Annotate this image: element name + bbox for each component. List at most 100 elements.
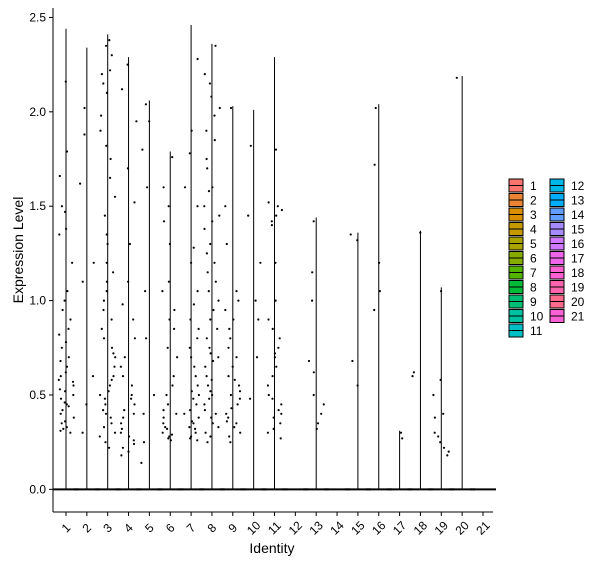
x-tick-label: 1 (59, 520, 74, 535)
legend-label: 17 (571, 252, 585, 266)
data-point (227, 375, 230, 378)
data-point (271, 375, 274, 378)
data-point (280, 412, 283, 415)
data-point (109, 69, 112, 72)
legend-label: 18 (571, 266, 585, 280)
legend-label: 6 (530, 252, 537, 266)
data-point (105, 280, 108, 283)
data-point (105, 261, 108, 264)
data-point (225, 420, 228, 423)
data-point (228, 435, 231, 438)
data-point (204, 365, 207, 368)
data-point (196, 205, 199, 208)
data-point (315, 427, 318, 430)
x-tick-label: 6 (163, 520, 178, 535)
legend-label: 14 (571, 208, 585, 222)
data-point (206, 167, 209, 170)
data-point (162, 186, 165, 189)
data-point (442, 446, 446, 449)
data-point (433, 416, 436, 419)
data-point (65, 426, 68, 429)
data-point (105, 91, 108, 94)
data-point (229, 337, 232, 340)
data-point (67, 405, 70, 408)
data-point (214, 280, 217, 283)
data-point (104, 403, 107, 406)
data-point (113, 195, 117, 198)
data-point (210, 95, 213, 98)
data-point (193, 365, 196, 368)
data-point (209, 390, 212, 393)
data-point (120, 88, 124, 91)
data-point (189, 437, 192, 440)
data-point (65, 227, 68, 230)
data-point (83, 133, 86, 136)
x-tick-label: 7 (184, 520, 199, 535)
data-point (123, 356, 126, 359)
data-point (121, 303, 124, 306)
legend-label: 2 (530, 194, 537, 208)
data-point (175, 412, 178, 415)
data-point (196, 439, 199, 442)
data-point (209, 242, 212, 246)
legend-label: 4 (530, 223, 537, 237)
x-tick-label: 11 (265, 518, 284, 537)
data-point (205, 337, 208, 340)
data-point (81, 431, 84, 434)
data-point (102, 299, 105, 302)
data-point (205, 252, 208, 255)
data-point (144, 290, 147, 293)
data-point (132, 439, 135, 442)
data-point (59, 359, 62, 363)
data-point (229, 106, 233, 110)
data-point (127, 280, 130, 283)
data-point (99, 393, 102, 397)
data-point (133, 403, 136, 406)
data-point (208, 82, 211, 85)
data-point (235, 290, 238, 293)
data-point (64, 420, 67, 423)
data-point (100, 73, 103, 76)
data-point (229, 393, 232, 397)
data-point (141, 148, 144, 151)
data-point (192, 246, 195, 249)
data-point (145, 337, 148, 340)
data-point (66, 290, 69, 293)
data-point (142, 441, 146, 444)
data-point (105, 144, 108, 147)
x-tick-label: 13 (307, 518, 327, 538)
data-point (196, 57, 199, 61)
x-tick-label: 18 (411, 518, 431, 538)
data-point (273, 356, 276, 359)
data-point (61, 308, 64, 312)
data-point (188, 152, 191, 155)
data-point (356, 384, 359, 387)
data-point (64, 210, 67, 213)
data-point (439, 378, 442, 381)
data-point (102, 409, 105, 412)
data-point (170, 433, 173, 436)
data-point (166, 346, 169, 349)
legend-label: 16 (571, 237, 585, 251)
data-point (105, 44, 108, 47)
data-point (126, 167, 129, 170)
data-point (60, 422, 63, 425)
data-point (373, 308, 376, 312)
data-point (58, 333, 61, 336)
data-point (59, 429, 62, 432)
data-point (64, 371, 67, 374)
data-point (133, 337, 136, 340)
data-point (102, 308, 105, 312)
data-point (238, 397, 241, 400)
data-point (205, 129, 208, 132)
data-point (225, 412, 228, 415)
data-point (126, 63, 129, 66)
data-point (236, 403, 239, 406)
data-point (102, 82, 105, 85)
data-point (412, 371, 415, 374)
data-point (214, 44, 217, 47)
data-point (104, 441, 107, 444)
data-point (190, 420, 194, 423)
data-point (67, 356, 70, 359)
